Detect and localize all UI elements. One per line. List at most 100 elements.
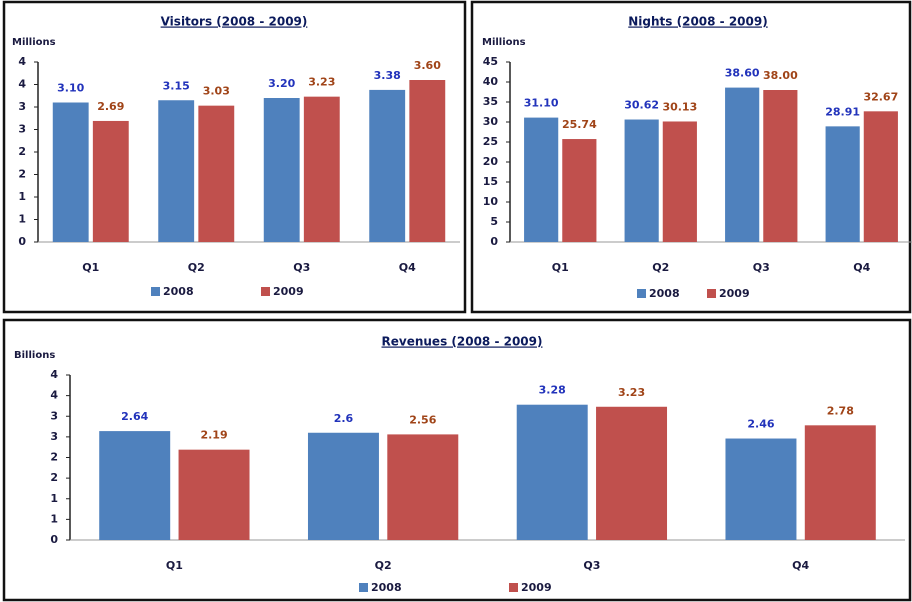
data-label: 31.10	[524, 97, 559, 110]
y-tick-label: 4	[50, 389, 58, 402]
data-label: 2.46	[747, 418, 774, 431]
legend-label: 2009	[521, 581, 552, 594]
bar	[662, 121, 697, 242]
data-label: 3.20	[268, 77, 295, 90]
legend-label: 2008	[371, 581, 402, 594]
bar	[516, 404, 588, 540]
legend-swatch	[509, 583, 518, 592]
legend-swatch	[359, 583, 368, 592]
bar	[303, 96, 340, 243]
bar	[92, 120, 129, 242]
y-tick-label: 4	[18, 55, 26, 68]
x-tick-label: Q4	[792, 559, 809, 572]
y-tick-label: 2	[18, 168, 26, 181]
y-tick-label: 1	[50, 512, 58, 525]
x-tick-label: Q1	[166, 559, 183, 572]
y-tick-label: 4	[50, 368, 58, 381]
data-label: 28.91	[825, 105, 860, 118]
bar	[863, 111, 898, 242]
y-tick-label: 25	[483, 135, 498, 148]
x-tick-label: Q1	[82, 261, 99, 274]
legend-label: 2009	[719, 287, 750, 300]
y-tick-label: 10	[483, 195, 499, 208]
y-tick-label: 3	[50, 409, 58, 422]
chart-title: Revenues (2008 - 2009)	[382, 335, 543, 349]
data-label: 25.74	[562, 118, 597, 131]
bar	[763, 90, 798, 242]
y-tick-label: 0	[50, 533, 58, 546]
bar	[198, 105, 235, 243]
y-axis-label: Millions	[12, 37, 56, 48]
bar	[387, 434, 459, 540]
bar	[99, 431, 171, 540]
y-tick-label: 2	[50, 451, 58, 464]
bar	[369, 89, 406, 243]
bar	[624, 119, 659, 242]
y-axis-label: Billions	[14, 350, 55, 361]
bar	[524, 117, 559, 242]
bar	[804, 425, 876, 540]
data-label: 30.62	[624, 99, 659, 112]
y-tick-label: 4	[18, 78, 26, 91]
data-label: 2.64	[121, 410, 148, 423]
x-tick-label: Q2	[188, 261, 205, 274]
y-tick-label: 15	[483, 175, 498, 188]
bar	[725, 87, 760, 242]
y-tick-label: 3	[18, 123, 26, 136]
legend-swatch	[707, 289, 716, 298]
bar	[52, 102, 89, 242]
data-label: 32.67	[863, 90, 898, 103]
chart-title: Visitors (2008 - 2009)	[161, 15, 308, 29]
x-tick-label: Q4	[399, 261, 416, 274]
x-tick-label: Q2	[652, 261, 669, 274]
x-tick-label: Q1	[552, 261, 569, 274]
legend-label: 2008	[163, 285, 194, 298]
y-tick-label: 30	[483, 115, 499, 128]
bar	[562, 139, 597, 242]
bar	[307, 432, 379, 540]
y-tick-label: 1	[18, 190, 26, 203]
data-label: 3.03	[203, 85, 230, 98]
y-tick-label: 0	[490, 235, 498, 248]
x-tick-label: Q3	[293, 261, 310, 274]
data-label: 38.00	[763, 69, 798, 82]
y-tick-label: 3	[18, 100, 26, 113]
data-label: 2.6	[334, 412, 354, 425]
legend-swatch	[637, 289, 646, 298]
y-tick-label: 3	[50, 430, 58, 443]
y-tick-label: 2	[18, 145, 26, 158]
bar	[825, 126, 860, 242]
data-label: 3.28	[539, 384, 566, 397]
chart-title: Nights (2008 - 2009)	[628, 15, 767, 29]
y-tick-label: 5	[490, 215, 498, 228]
data-label: 2.19	[200, 429, 227, 442]
data-label: 2.78	[827, 404, 854, 417]
legend-label: 2008	[649, 287, 680, 300]
bar	[409, 80, 446, 242]
bar	[596, 406, 668, 540]
legend-swatch	[151, 287, 160, 296]
data-label: 3.23	[308, 76, 335, 89]
legend-swatch	[261, 287, 270, 296]
bar	[725, 438, 797, 540]
y-tick-label: 2	[50, 471, 58, 484]
y-tick-label: 45	[483, 55, 498, 68]
data-label: 3.38	[374, 69, 401, 82]
data-label: 3.10	[57, 82, 84, 95]
legend-label: 2009	[273, 285, 304, 298]
data-label: 3.23	[618, 386, 645, 399]
bar	[158, 100, 195, 242]
y-tick-label: 1	[50, 492, 58, 505]
data-label: 2.56	[409, 413, 436, 426]
y-tick-label: 0	[18, 235, 26, 248]
y-tick-label: 40	[483, 75, 499, 88]
y-tick-label: 1	[18, 213, 26, 226]
x-tick-label: Q2	[375, 559, 392, 572]
bar	[263, 98, 300, 242]
x-tick-label: Q3	[753, 261, 770, 274]
y-axis-label: Millions	[482, 37, 526, 48]
y-tick-label: 35	[483, 95, 498, 108]
y-tick-label: 20	[483, 155, 499, 168]
data-label: 3.60	[414, 59, 441, 72]
